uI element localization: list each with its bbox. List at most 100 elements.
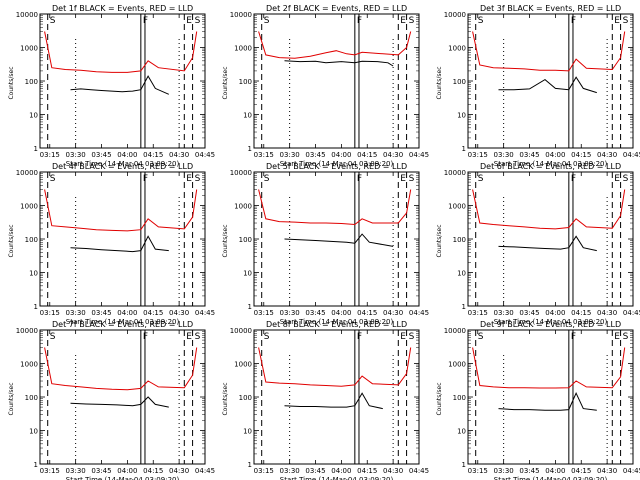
y-tick-label: 10 <box>29 428 38 436</box>
y-tick-label: 10000 <box>230 169 252 177</box>
x-tick-label: 03:30 <box>494 467 514 475</box>
x-tick-label: 04:30 <box>169 151 189 159</box>
x-axis-label: Start Time (14-Mar-04 03:09:20) <box>280 476 394 480</box>
series-line-lld <box>472 347 626 389</box>
y-tick-label: 10000 <box>230 327 252 335</box>
chart-title: Det 1f BLACK = Events, RED = LLD <box>52 4 193 13</box>
series-line-lld <box>44 189 198 232</box>
x-tick-label: 03:15 <box>254 309 274 317</box>
x-tick-label: 04:15 <box>571 151 591 159</box>
series-line-events <box>498 235 597 252</box>
y-tick-label: 10000 <box>16 169 38 177</box>
y-axis-label: Counts/sec <box>8 382 15 415</box>
x-tick-label: 04:45 <box>195 151 215 159</box>
x-tick-label: 04:45 <box>409 467 429 475</box>
series-line-lld <box>44 347 198 391</box>
x-tick-label: 03:45 <box>91 151 111 159</box>
x-tick-label: 04:00 <box>331 151 351 159</box>
chart-panel-9: Det 9f BLACK = Events, RED = LLD Counts/s… <box>436 320 640 480</box>
y-tick-label: 10000 <box>16 327 38 335</box>
y-tick-label: 10 <box>457 270 466 278</box>
x-axis-label: Start Time (14-Mar-04 03:09:20) <box>66 476 180 480</box>
x-tick-label: 04:15 <box>143 309 163 317</box>
x-tick-label: 04:45 <box>195 467 215 475</box>
series-line-events <box>284 60 394 67</box>
x-tick-label: 03:15 <box>254 467 274 475</box>
time-marker-label: E <box>186 332 192 342</box>
time-marker-label: E <box>614 174 620 184</box>
x-tick-label: 04:00 <box>545 467 565 475</box>
plot-frame <box>39 171 206 307</box>
y-tick-label: 1000 <box>20 361 38 369</box>
plot-frame <box>467 13 634 149</box>
x-tick-label: 03:30 <box>66 151 86 159</box>
x-tick-label: 04:00 <box>545 151 565 159</box>
y-tick-label: 10 <box>243 112 252 120</box>
chart-panel-7: Det 7f BLACK = Events, RED = LLD Counts/s… <box>8 320 215 480</box>
x-tick-label: 04:00 <box>117 467 137 475</box>
y-axis-label: Counts/sec <box>436 66 443 99</box>
time-marker-label: S <box>409 174 415 184</box>
series-line-lld <box>472 189 626 230</box>
time-marker-label: E <box>614 332 620 342</box>
x-tick-label: 04:15 <box>357 467 377 475</box>
chart-title: Det 9f BLACK = Events, RED = LLD <box>480 320 621 329</box>
y-tick-label: 1 <box>462 145 466 153</box>
time-marker-label: S <box>264 332 270 342</box>
x-tick-label: 03:30 <box>280 151 300 159</box>
y-tick-label: 1 <box>34 461 38 469</box>
y-tick-label: 1000 <box>448 203 466 211</box>
y-tick-label: 1000 <box>234 361 252 369</box>
x-tick-label: 03:45 <box>519 309 539 317</box>
x-tick-label: 04:00 <box>545 309 565 317</box>
x-axis-label: Start Time (14-Mar-04 03:09:20) <box>494 476 608 480</box>
x-tick-label: 04:45 <box>623 151 640 159</box>
x-tick-label: 03:15 <box>40 151 60 159</box>
y-tick-label: 1000 <box>20 203 38 211</box>
y-tick-label: 10 <box>457 428 466 436</box>
series-line-events <box>498 76 597 94</box>
plot-frame <box>467 329 634 465</box>
chart-title: Det 4f BLACK = Events, RED = LLD <box>52 162 193 171</box>
y-axis-label: Counts/sec <box>222 66 229 99</box>
y-tick-label: 1 <box>248 461 252 469</box>
x-tick-label: 04:15 <box>571 309 591 317</box>
plot-frame <box>39 13 206 149</box>
x-tick-label: 04:30 <box>597 151 617 159</box>
time-marker-label: S <box>623 174 629 184</box>
time-marker-label: S <box>409 332 415 342</box>
chart-panel-6: Det 6f BLACK = Events, RED = LLD Counts/s… <box>436 162 640 326</box>
x-tick-label: 04:30 <box>597 309 617 317</box>
time-marker-label: S <box>623 16 629 26</box>
time-marker-label: S <box>195 332 201 342</box>
series-line-lld <box>258 31 412 59</box>
y-tick-label: 10 <box>243 270 252 278</box>
x-tick-label: 03:45 <box>305 467 325 475</box>
chart-panel-2: Det 2f BLACK = Events, RED = LLD Counts/s… <box>222 4 429 168</box>
time-marker-label: S <box>50 332 56 342</box>
chart-panel-5: Det 5f BLACK = Events, RED = LLD Counts/s… <box>222 162 429 326</box>
x-tick-label: 03:30 <box>280 467 300 475</box>
x-tick-label: 03:30 <box>66 467 86 475</box>
time-marker-label: S <box>409 16 415 26</box>
x-tick-label: 03:45 <box>519 151 539 159</box>
x-tick-label: 03:45 <box>519 467 539 475</box>
x-tick-label: 03:15 <box>40 309 60 317</box>
x-tick-label: 03:15 <box>254 151 274 159</box>
x-tick-label: 04:00 <box>331 309 351 317</box>
y-axis-label: Counts/sec <box>436 224 443 257</box>
time-marker-label: E <box>400 332 406 342</box>
y-tick-label: 10000 <box>230 11 252 19</box>
time-marker-label: S <box>478 332 484 342</box>
time-marker-label: S <box>264 174 270 184</box>
y-tick-label: 1 <box>248 303 252 311</box>
x-tick-label: 04:45 <box>409 151 429 159</box>
x-tick-label: 04:30 <box>169 467 189 475</box>
time-marker-label: E <box>400 174 406 184</box>
chart-title: Det 3f BLACK = Events, RED = LLD <box>480 4 621 13</box>
time-marker-label: S <box>195 174 201 184</box>
x-axis-label: Start Time (14-Mar-04 03:09:20) <box>66 160 180 168</box>
y-tick-label: 1 <box>462 303 466 311</box>
y-tick-label: 10000 <box>444 327 466 335</box>
chart-title: Det 6f BLACK = Events, RED = LLD <box>480 162 621 171</box>
